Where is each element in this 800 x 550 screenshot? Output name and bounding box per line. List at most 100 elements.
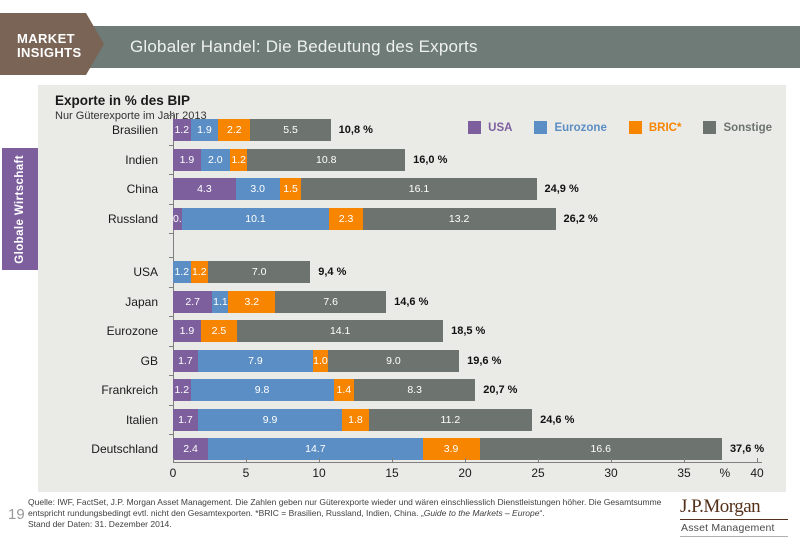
- bar-segment-eurozone: 1.2: [173, 261, 191, 283]
- chart-area: Brasilien 1.2 1.9 2.2 5.5 10,8 % Indien 1.9 2.0 1…: [38, 85, 786, 492]
- bar-total-label: 24,6 %: [540, 413, 575, 426]
- x-axis-tick-label: 5: [242, 466, 250, 480]
- bar-segment-bric: 2.3: [329, 207, 363, 230]
- bar-segment-usa: 2.7: [173, 290, 213, 313]
- category-label: China: [126, 182, 158, 196]
- y-axis-tick: [169, 404, 173, 406]
- stacked-bar: 1.9 2.5 14.1 18,5 %: [173, 320, 485, 342]
- category-label: Brasilien: [111, 123, 158, 137]
- stacked-bar: 1.9 2.0 1.2 10.8 16,0 %: [173, 148, 448, 171]
- bar-row-usa: USA 1.2 1.2 7.0 9,4 %: [38, 261, 786, 283]
- bar-segment-eurozone: 10.1: [181, 207, 330, 230]
- footnote-line2: entspricht rundungsbedingt evtl. nicht d…: [28, 508, 545, 518]
- stacked-bar: 2.4 14.7 3.9 16.6 37,6 %: [173, 438, 764, 460]
- x-axis-tick: [611, 458, 612, 462]
- chart-panel: Exporte in % des BIP Nur Güterexporte im…: [38, 85, 786, 492]
- y-axis-tick: [169, 174, 173, 176]
- bar-row-frankreich: Frankreich 1.2 9.8 1.4 8.3 20,7 %: [38, 379, 786, 401]
- bar-segment-bric: 1.2: [190, 261, 209, 283]
- bar-row-deutschland: Deutschland 2.4 14.7 3.9 16.6 37,6 %: [38, 438, 786, 460]
- market-insights-badge: MARKET INSIGHTS: [0, 13, 104, 75]
- stacked-bar: 1.2 1.2 7.0 9,4 %: [173, 261, 346, 283]
- stacked-bar: 4.3 3.0 1.5 16.1 24,9 %: [173, 178, 579, 200]
- category-label: Frankreich: [101, 383, 158, 397]
- page-title: Globaler Handel: Die Bedeutung des Expor…: [130, 37, 478, 56]
- x-axis-tick-label: 20: [458, 466, 472, 480]
- x-axis-tick-label: 0: [169, 466, 177, 480]
- category-label: Russland: [107, 211, 158, 226]
- bar-total-label: 24,9 %: [544, 183, 579, 195]
- bar-total-label: 9,4 %: [318, 266, 347, 278]
- bar-segment-bric: 1.4: [333, 379, 355, 401]
- sidebar-tab-globale-wirtschaft[interactable]: Globale Wirtschaft: [2, 148, 38, 270]
- bar-segment-usa: 1.2: [173, 379, 191, 401]
- chart-subtitle: Nur Güterexporte im Jahr 2013: [55, 110, 207, 122]
- bar-total-label: 16,0 %: [413, 153, 448, 166]
- y-axis-tick: [169, 257, 173, 259]
- bar-segment-bric: 3.2: [228, 290, 276, 313]
- badge-line2: INSIGHTS: [17, 44, 82, 60]
- bar-segment-usa: 1.9: [173, 148, 201, 171]
- x-axis-tick: [392, 458, 393, 462]
- bar-segment-bric: 2.5: [200, 320, 238, 342]
- legend-swatch: [703, 121, 717, 134]
- bar-segment-usa: 2.4: [173, 438, 209, 460]
- legend-item-usa: USA: [468, 121, 512, 134]
- bar-segment-usa: 1.9: [173, 320, 201, 342]
- jpmorgan-logo: J.P.Morgan Asset Management: [680, 496, 788, 537]
- bar-row-gb: GB 1.7 7.9 1.0 9.0 19,6 %: [38, 349, 786, 372]
- x-axis-tick: [538, 458, 539, 462]
- y-axis-tick: [169, 115, 173, 117]
- stacked-bar: 1.2 1.9 2.2 5.5 10,8 %: [173, 119, 373, 141]
- stacked-bar: 1.7 7.9 1.0 9.0 19,6 %: [173, 349, 502, 372]
- sidebar-tab-label: Globale Wirtschaft: [14, 154, 26, 264]
- x-axis-tick-label: 15: [385, 466, 399, 480]
- bar-total-label: 14,6 %: [394, 295, 429, 308]
- x-axis-tick-label: 40: [750, 466, 764, 480]
- legend-label: USA: [488, 121, 513, 134]
- stacked-bar: 2.7 1.1 3.2 7.6 14,6 %: [173, 290, 429, 313]
- y-axis-tick: [169, 375, 173, 377]
- y-axis-tick: [169, 345, 173, 347]
- bar-segment-eurozone: 3.0: [235, 178, 280, 200]
- legend-label: BRIC*: [648, 121, 682, 134]
- header-bar: Globaler Handel: Die Bedeutung des Expor…: [86, 26, 800, 68]
- badge-text: MARKET INSIGHTS: [0, 13, 86, 59]
- stacked-bar: 1.7 9.9 1.8 11.2 24,6 %: [173, 408, 575, 431]
- bar-total-label: 20,7 %: [483, 384, 518, 396]
- bar-total-label: 37,6 %: [729, 443, 765, 455]
- legend-swatch: [468, 121, 482, 134]
- bar-segment-sonstige: 10.8: [247, 148, 406, 171]
- bar-total-label: 19,6 %: [467, 354, 502, 367]
- bar-row-eurozone: Eurozone 1.9 2.5 14.1 18,5 %: [38, 320, 786, 342]
- y-axis-line: [173, 112, 174, 462]
- legend: USA Eurozone BRIC* Sonstige: [446, 121, 772, 134]
- category-label: Deutschland: [91, 442, 158, 456]
- x-axis-tick: [465, 458, 466, 462]
- y-axis-tick: [169, 144, 173, 146]
- page-number: 19: [8, 506, 25, 523]
- x-axis-unit-label: %: [719, 466, 731, 480]
- bar-segment-bric: 1.5: [279, 178, 302, 200]
- x-axis-line: [173, 462, 762, 463]
- category-label: Eurozone: [106, 324, 158, 338]
- bar-segment-sonstige: 7.0: [208, 261, 311, 283]
- bar-total-label: 10,8 %: [338, 124, 373, 136]
- category-label: Indien: [125, 152, 158, 167]
- y-axis-tick: [169, 434, 173, 436]
- bar-segment-usa: 1.7: [173, 349, 198, 372]
- x-axis-tick: [246, 458, 247, 462]
- bar-segment-sonstige: 11.2: [368, 408, 533, 431]
- bar-total-label: 18,5 %: [451, 325, 486, 337]
- bar-row-china: China 4.3 3.0 1.5 16.1 24,9 %: [38, 178, 786, 200]
- y-axis-tick: [169, 286, 173, 288]
- chart-title: Exporte in % des BIP: [55, 93, 191, 108]
- x-axis-tick-label: 35: [677, 466, 691, 480]
- category-label: GB: [140, 353, 158, 368]
- bar-segment-usa: 4.3: [173, 178, 236, 200]
- bar-segment-bric: 1.0: [313, 349, 328, 372]
- x-axis-tick: [173, 458, 174, 462]
- stacked-bar: 0.6 10.1 2.3 13.2 26,2 %: [173, 207, 598, 230]
- bar-segment-sonstige: 16.6: [479, 438, 722, 460]
- x-axis-tick-label: 25: [531, 466, 545, 480]
